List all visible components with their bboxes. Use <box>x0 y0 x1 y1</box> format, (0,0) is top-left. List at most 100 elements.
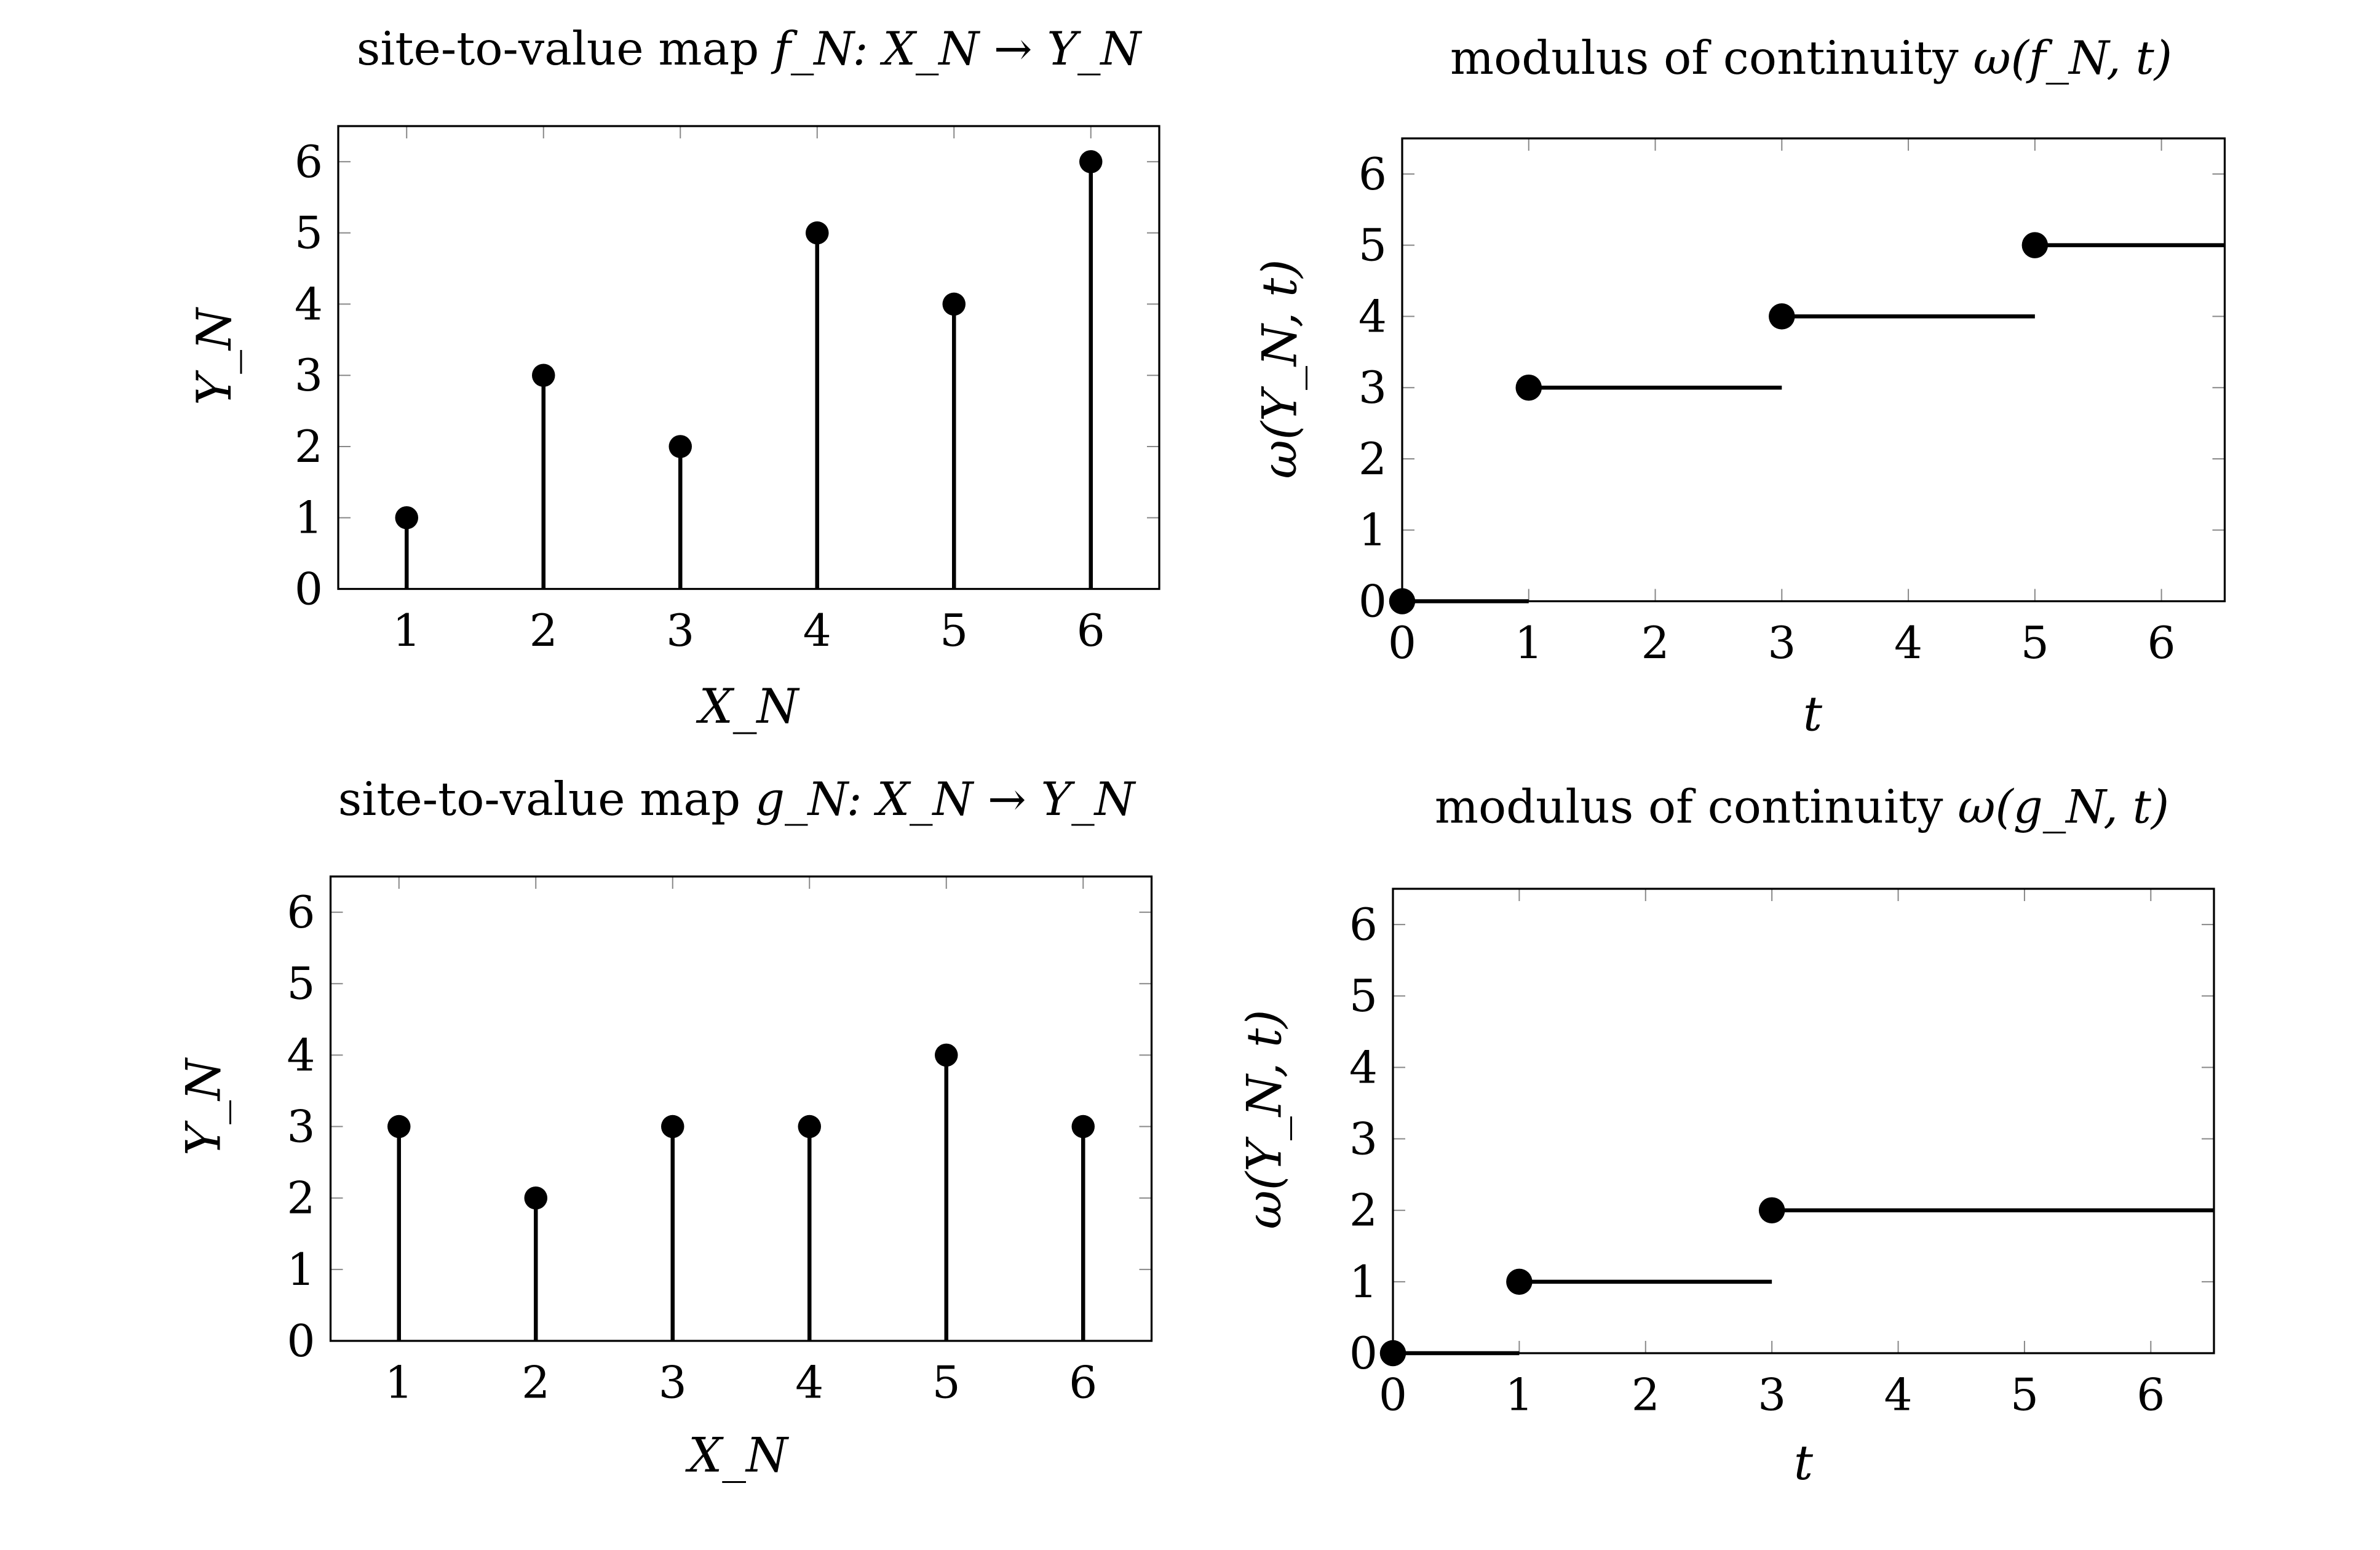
x-tick-label: 4 <box>1894 618 1922 669</box>
chart-title-math: ω(f_N, t) <box>1973 31 2172 85</box>
plot-frame <box>329 875 1153 1342</box>
y-tick-label: 0 <box>295 564 323 616</box>
chart-title-math: g_N: X_N → Y_N <box>755 772 1136 826</box>
x-tick-label: 2 <box>530 605 558 657</box>
x-axis-label: t <box>1794 1436 1814 1491</box>
chart-fN-map: site-to-value map f_N: X_N → Y_N 1 2 3 4 5 6 0 1… <box>187 22 1160 734</box>
y-tick-label: 5 <box>1359 220 1387 272</box>
chart-title-text: modulus of continuity <box>1435 780 1958 834</box>
y-tick-label: 4 <box>287 1030 315 1081</box>
x-axis-label: X_N <box>696 679 801 734</box>
chart-title-text: site-to-value map <box>357 22 774 76</box>
step-marker <box>2021 232 2049 258</box>
chart-title-text: site-to-value map <box>338 772 755 826</box>
chart-gN-modulus: modulus of continuity ω(g_N, t) 0 1 2 3 4 5 6 0 1… <box>1237 780 2215 1491</box>
y-tick-label: 3 <box>1359 362 1387 414</box>
y-tick-label: 0 <box>287 1316 315 1367</box>
chart-title: modulus of continuity ω(g_N, t) <box>1435 780 2169 834</box>
y-tick-label: 5 <box>287 958 315 1010</box>
y-tick-label: 6 <box>295 137 323 188</box>
y-axis-label: Y_N <box>187 306 242 405</box>
step-marker <box>1515 374 1542 401</box>
x-tick-label: 4 <box>795 1357 823 1409</box>
x-tick-label: 3 <box>666 605 694 657</box>
stem-marker <box>524 1186 547 1210</box>
stem-marker <box>532 364 555 387</box>
x-axis-label: t <box>1803 687 1823 742</box>
y-tick-label: 2 <box>287 1173 315 1225</box>
y-axis-label: ω(Y_N, t) <box>1253 260 1308 479</box>
y-tick-label: 0 <box>1349 1328 1378 1380</box>
step-marker <box>1769 303 1795 330</box>
x-tick-label: 6 <box>1077 605 1105 657</box>
x-tick-label: 4 <box>1884 1370 1912 1421</box>
chart-title-text: modulus of continuity <box>1450 31 1973 85</box>
x-tick-label: 0 <box>1379 1370 1407 1421</box>
step-marker <box>1506 1268 1533 1295</box>
chart-title: modulus of continuity ω(f_N, t) <box>1450 31 2172 85</box>
y-tick-label: 6 <box>1349 899 1378 951</box>
y-tick-label: 4 <box>295 279 323 330</box>
y-tick-label: 3 <box>1349 1114 1378 1166</box>
x-tick-label: 5 <box>940 605 968 657</box>
x-tick-label: 4 <box>803 605 831 657</box>
x-tick-label: 0 <box>1388 618 1416 669</box>
x-tick-label: 3 <box>1758 1370 1786 1421</box>
stem-marker <box>661 1115 684 1139</box>
y-tick-label: 2 <box>1359 434 1387 485</box>
chart-title: site-to-value map f_N: X_N → Y_N <box>357 22 1143 76</box>
stem-marker <box>668 435 692 458</box>
x-tick-label: 2 <box>522 1357 550 1409</box>
stem-marker <box>935 1043 958 1067</box>
y-tick-label: 0 <box>1359 576 1387 628</box>
y-tick-label: 1 <box>287 1244 315 1296</box>
x-tick-label: 5 <box>2021 618 2049 669</box>
y-tick-label: 1 <box>1349 1257 1378 1308</box>
y-tick-label: 4 <box>1359 291 1387 343</box>
y-tick-label: 6 <box>1359 149 1387 201</box>
x-tick-label: 1 <box>385 1357 413 1409</box>
chart-fN-modulus: modulus of continuity ω(f_N, t) 0 1 2 3 4 5 6 0 1… <box>1253 31 2226 742</box>
x-tick-label: 1 <box>392 605 421 657</box>
stem-marker <box>387 1115 411 1139</box>
x-tick-label: 5 <box>932 1357 961 1409</box>
y-tick-label: 1 <box>295 493 323 544</box>
stem-marker <box>798 1115 821 1139</box>
y-tick-label: 2 <box>1349 1185 1378 1237</box>
x-tick-label: 6 <box>2148 618 2176 669</box>
stem-marker <box>1079 150 1103 173</box>
plot-frame <box>1392 888 2215 1354</box>
x-tick-label: 5 <box>2010 1370 2039 1421</box>
chart-title: site-to-value map g_N: X_N → Y_N <box>338 772 1136 826</box>
plot-frame <box>1401 137 2226 603</box>
x-tick-label: 2 <box>1641 618 1669 669</box>
y-axis-label: ω(Y_N, t) <box>1237 1010 1293 1230</box>
x-tick-label: 3 <box>1767 618 1796 669</box>
y-tick-label: 6 <box>287 887 315 939</box>
stem-marker <box>395 506 418 530</box>
x-tick-label: 6 <box>2136 1370 2165 1421</box>
y-tick-label: 3 <box>287 1102 315 1153</box>
x-tick-label: 1 <box>1505 1370 1533 1421</box>
plot-frame <box>337 125 1160 590</box>
chart-gN-map: site-to-value map g_N: X_N → Y_N 1 2 3 4 5 6 0 1… <box>177 772 1153 1484</box>
y-tick-label: 2 <box>295 421 323 473</box>
x-axis-label: X_N <box>685 1428 790 1484</box>
stem-marker <box>806 221 829 245</box>
y-tick-label: 3 <box>295 350 323 402</box>
x-tick-label: 3 <box>659 1357 687 1409</box>
y-tick-label: 4 <box>1349 1042 1378 1094</box>
y-tick-label: 5 <box>1349 971 1378 1022</box>
step-marker <box>1758 1197 1785 1223</box>
y-axis-label: Y_N <box>177 1057 232 1156</box>
stem-marker <box>942 292 966 316</box>
y-tick-label: 1 <box>1359 505 1387 557</box>
x-tick-label: 1 <box>1515 618 1543 669</box>
chart-title-math: f_N: X_N → Y_N <box>771 22 1142 76</box>
x-tick-label: 2 <box>1632 1370 1660 1421</box>
y-tick-label: 5 <box>295 208 323 260</box>
chart-title-math: ω(g_N, t) <box>1958 780 2169 834</box>
stem-marker <box>1071 1115 1095 1139</box>
x-tick-label: 6 <box>1069 1357 1097 1409</box>
